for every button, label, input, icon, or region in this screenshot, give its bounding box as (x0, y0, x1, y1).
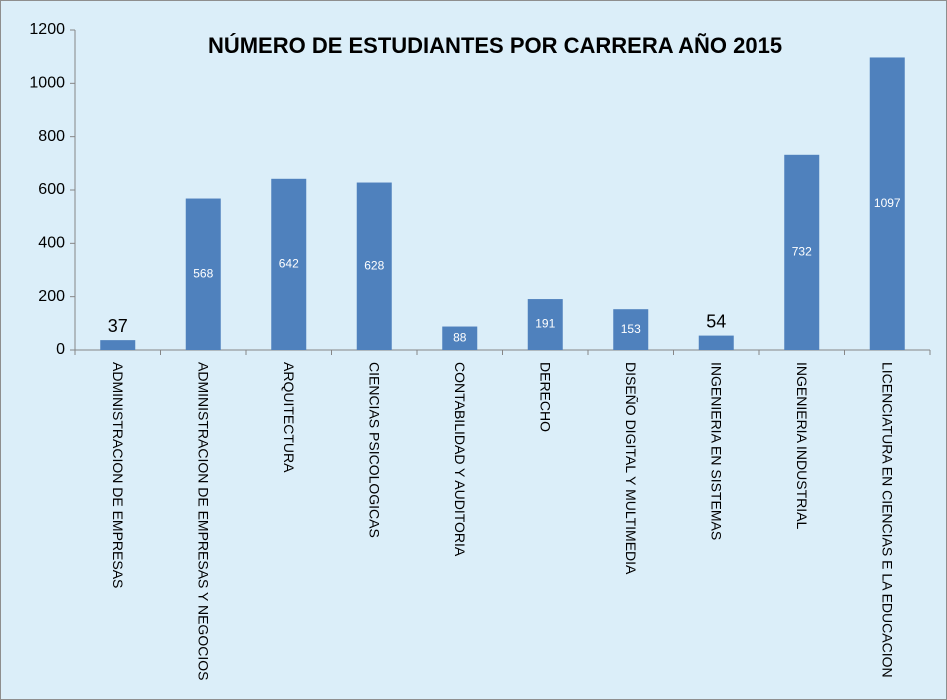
data-label: 37 (108, 316, 128, 336)
data-label: 568 (193, 266, 213, 280)
data-label: 642 (279, 257, 299, 271)
y-tick-label: 200 (38, 288, 65, 305)
x-tick-label: INGENIERIA INDUSTRIAL (793, 362, 810, 530)
y-tick-label: 400 (38, 235, 65, 252)
data-label: 628 (364, 258, 384, 272)
y-tick-label: 600 (38, 181, 65, 198)
bar (698, 335, 734, 350)
data-label: 88 (453, 330, 467, 344)
data-label: 191 (535, 317, 555, 331)
bar (784, 154, 820, 350)
bar (356, 182, 392, 350)
bar (185, 198, 221, 350)
x-tick-label: CIENCIAS PSICOLOGICAS (366, 362, 383, 538)
y-tick-label: 800 (38, 128, 65, 145)
data-label: 153 (621, 322, 641, 336)
x-tick-label: ARQUITECTURA (280, 362, 297, 473)
x-tick-label: INGENIERIA EN SISTEMAS (708, 362, 725, 541)
x-tick-label: DISEÑO DIGITAL Y MULTIMEDIA (622, 362, 639, 575)
x-tick-label: LICENCIATURA EN CIENCIAS E LA EDUCACION (879, 362, 896, 678)
bar (613, 309, 649, 350)
bar (527, 299, 563, 350)
y-tick-label: 0 (56, 341, 65, 358)
data-label: 1097 (874, 196, 901, 210)
x-tick-label: DERECHO (537, 362, 554, 433)
y-tick-label: 1200 (29, 21, 65, 38)
bar (100, 340, 136, 350)
data-label: 54 (706, 311, 726, 331)
x-tick-label: CONTABILIDAD Y AUDITORIA (451, 362, 468, 557)
bar (869, 57, 905, 350)
x-tick-label: ADMINISTRACION DE EMPRESAS Y NEGOCIOS (195, 362, 212, 681)
bar (442, 326, 478, 350)
data-label: 732 (792, 245, 812, 259)
bar (271, 178, 307, 350)
y-tick-label: 1000 (29, 75, 65, 92)
x-tick-label: ADMINISTRACION DE EMPRESAS (109, 362, 126, 589)
chart-title: NÚMERO DE ESTUDIANTES POR CARRERA AÑO 20… (208, 33, 782, 58)
